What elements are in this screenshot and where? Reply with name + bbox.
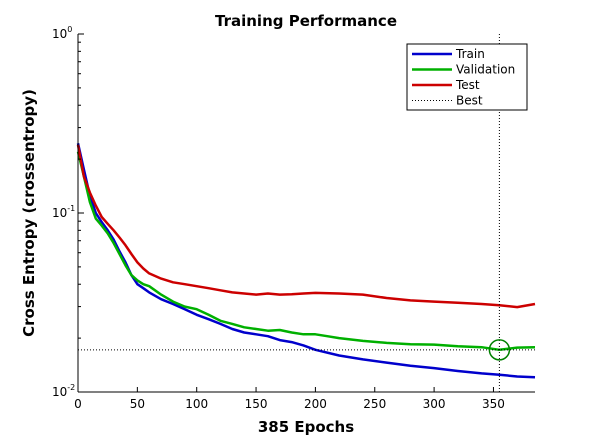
x-tick-label: 100 [185, 397, 208, 411]
series-line-test [76, 144, 536, 309]
legend-label-best: Best [456, 94, 483, 108]
legend-label-validation: Validation [456, 63, 515, 77]
x-tick-label: 150 [245, 397, 268, 411]
chart-title: Training Performance [215, 12, 397, 30]
y-axis: 10-2 10-1 100 [52, 25, 84, 399]
y-tick-label: 10-1 [52, 204, 75, 220]
x-tick-label: 0 [74, 397, 82, 411]
x-tick-label: 300 [423, 397, 446, 411]
legend-label-test: Test [455, 78, 480, 92]
y-axis-label: Cross Entropy (crossentropy) [20, 89, 38, 337]
y-tick-label: 100 [52, 25, 72, 41]
series-line-validation [76, 151, 536, 352]
legend-label-train: Train [455, 47, 485, 61]
series-line-train [76, 143, 536, 379]
best-marker [488, 339, 511, 361]
x-tick-label: 50 [130, 397, 145, 411]
x-tick-label: 250 [363, 397, 386, 411]
x-axis-label: 385 Epochs [258, 418, 354, 436]
x-tick-label: 200 [304, 397, 327, 411]
x-axis: 0 50 100 150 200 250 300 350 [74, 387, 505, 411]
y-tick-label: 10-2 [52, 383, 75, 399]
x-tick-label: 350 [482, 397, 505, 411]
